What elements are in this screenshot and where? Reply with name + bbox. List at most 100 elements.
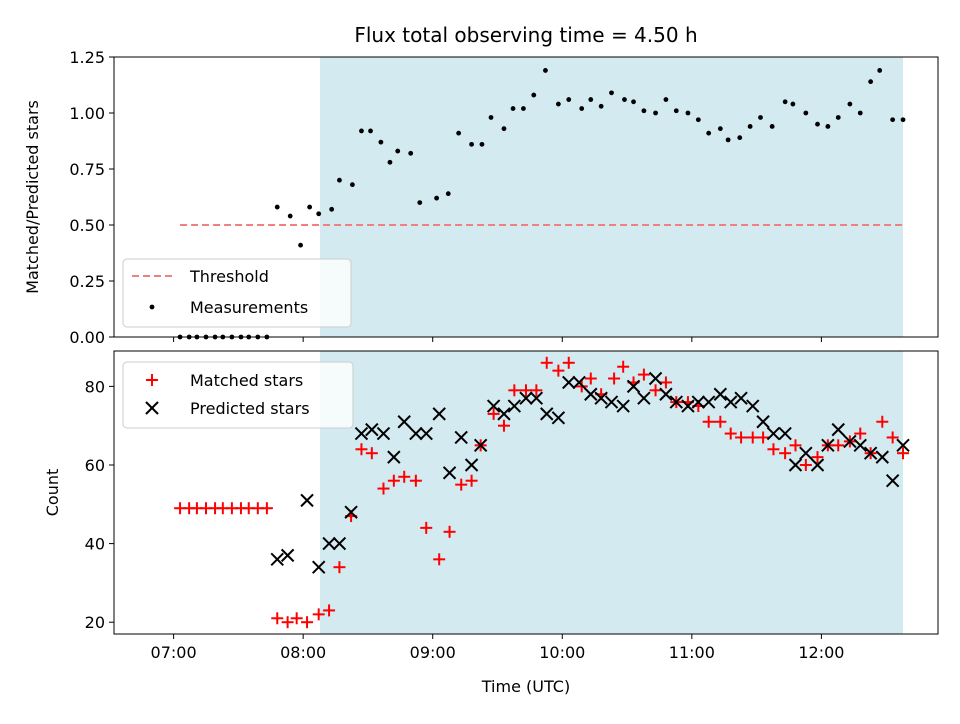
measurement-point xyxy=(769,124,775,129)
predicted-star-point xyxy=(409,426,423,441)
legend-measurements-swatch xyxy=(149,304,155,310)
measurement-point xyxy=(349,182,355,188)
matched-star-point xyxy=(433,553,446,566)
measurement-point xyxy=(337,177,342,183)
measurement-point xyxy=(395,148,401,154)
measurement-point xyxy=(329,206,335,212)
matched-star-point xyxy=(271,612,284,625)
measurement-point xyxy=(803,110,809,116)
measurement-point xyxy=(673,108,679,114)
measurement-point xyxy=(456,130,462,136)
matched-star-point xyxy=(779,447,792,460)
matched-star-point xyxy=(497,419,510,432)
measurement-point xyxy=(378,139,384,145)
predicted-star-point xyxy=(454,430,468,445)
predicted-star-point xyxy=(344,505,358,519)
predicted-star-point xyxy=(473,438,488,453)
bottom-x-ticks: 07:00 08:00 09:00 10:00 11:00 12:00 xyxy=(151,634,844,662)
measurement-point xyxy=(359,128,364,134)
predicted-star-point xyxy=(659,387,673,401)
matched-star-point xyxy=(832,439,845,452)
measurement-point xyxy=(815,121,820,127)
predicted-star-point xyxy=(831,422,845,437)
top-y-tick-label: 0.25 xyxy=(69,272,105,291)
bottom-shaded-region xyxy=(320,351,904,634)
predicted-star-point xyxy=(756,415,770,429)
predicted-star-point xyxy=(896,438,910,453)
top-shaded-region xyxy=(320,57,904,337)
predicted-star-point xyxy=(322,536,336,551)
legend-matched-swatch xyxy=(146,374,158,386)
bottom-y-tick-label: 40 xyxy=(85,535,105,554)
measurement-point xyxy=(747,124,753,129)
predicted-star-point xyxy=(365,422,379,437)
predicted-star-point xyxy=(885,474,900,488)
matched-star-point xyxy=(420,521,433,534)
predicted-star-point xyxy=(681,399,695,413)
matched-star-point xyxy=(714,415,727,428)
top-legend-box xyxy=(122,258,352,328)
matched-star-point xyxy=(333,561,346,574)
predicted-star-point xyxy=(507,399,522,413)
bottom-y-axis-label: Count xyxy=(43,469,62,517)
matched-star-point xyxy=(617,360,630,373)
measurement-point xyxy=(417,200,423,206)
measurement-point xyxy=(566,97,572,102)
matched-star-point xyxy=(365,447,378,460)
matched-star-point xyxy=(789,439,802,452)
predicted-star-point xyxy=(788,458,803,472)
predicted-star-point xyxy=(551,411,566,425)
matched-star-point xyxy=(281,616,294,629)
top-y-tick-label: 0.75 xyxy=(69,160,105,179)
top-panel: 0.00 0.25 0.50 0.75 1.00 1.25 Flux total obse… xyxy=(23,23,939,347)
matched-star-point xyxy=(487,407,500,420)
measurement-point xyxy=(588,97,594,102)
predicted-star-point xyxy=(270,552,284,567)
top-y-axis-label: Matched/Predicted stars xyxy=(23,100,42,294)
measurement-point xyxy=(725,137,731,143)
predicted-star-point xyxy=(540,407,554,421)
matched-star-point xyxy=(530,384,543,397)
predicted-star-point xyxy=(300,493,314,508)
matched-star-point xyxy=(355,443,368,456)
predicted-star-point xyxy=(875,450,889,464)
matched-star-point xyxy=(290,612,303,625)
top-x-ticks xyxy=(173,337,822,342)
predicted-star-point xyxy=(746,399,760,413)
matched-star-point xyxy=(508,384,521,397)
predicted-star-point xyxy=(853,438,867,453)
bottom-legend: Matched stars Predicted stars xyxy=(122,361,354,429)
predicted-star-point xyxy=(616,399,630,413)
matched-star-point xyxy=(724,427,737,440)
predicted-star-point xyxy=(311,560,326,574)
matched-star-point xyxy=(746,431,759,444)
predicted-star-point xyxy=(691,395,706,409)
matched-star-point xyxy=(301,616,314,629)
measurement-point xyxy=(857,110,863,116)
bottom-axes-frame xyxy=(113,350,939,635)
predicted-star-point xyxy=(843,434,857,449)
matched-star-point xyxy=(767,443,780,456)
measurement-point xyxy=(631,99,636,105)
measurement-point xyxy=(835,115,841,120)
predicted-star-point xyxy=(529,391,544,405)
measurement-point xyxy=(445,191,451,197)
predicted-star-point xyxy=(637,391,651,405)
matched-star-point xyxy=(520,384,532,397)
chart-title: Flux total observing time = 4.50 h xyxy=(354,23,697,47)
bottom-x-tick-label: 10:00 xyxy=(539,643,585,662)
bottom-x-tick-label: 09:00 xyxy=(410,643,456,662)
top-legend: Threshold Measurements xyxy=(122,258,352,328)
matched-star-point xyxy=(562,356,575,369)
bottom-y-tick-label: 20 xyxy=(85,613,105,632)
matched-star-point xyxy=(811,451,824,464)
measurement-point xyxy=(790,101,796,107)
measurement-point xyxy=(555,101,561,107)
predicted-star-point xyxy=(723,395,738,409)
measurement-point xyxy=(877,68,883,73)
predicted-star-point xyxy=(432,407,446,421)
predicted-star-point xyxy=(863,446,878,460)
predicted-stars-points xyxy=(270,371,910,574)
